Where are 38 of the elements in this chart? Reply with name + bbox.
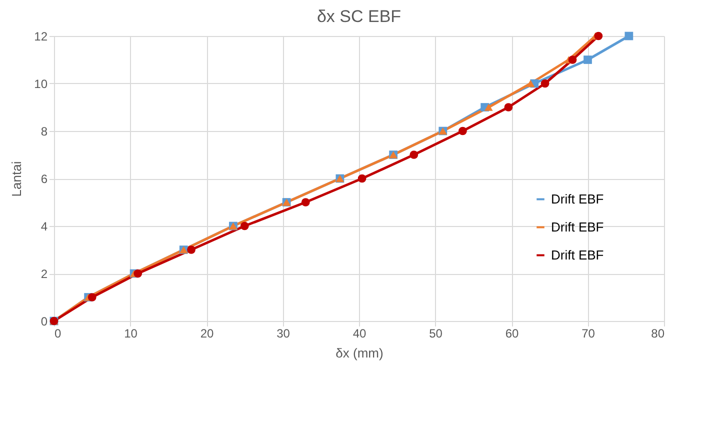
legend-label: Drift EBF: [551, 219, 604, 234]
x-tick-label: 40: [352, 326, 366, 340]
point: [410, 150, 418, 159]
point: [484, 104, 493, 111]
x-tick-label: 20: [200, 326, 214, 340]
x-tick-label: 30: [276, 326, 290, 340]
legend-label: Drift EBF: [551, 191, 604, 206]
chart-title: δx SC EBF: [316, 7, 402, 26]
x-tick-label: 70: [582, 326, 596, 340]
point: [584, 56, 592, 64]
point: [568, 56, 577, 64]
y-tick-label: 10: [34, 77, 48, 91]
x-tick-label: 60: [505, 326, 519, 340]
point: [301, 198, 310, 206]
x-tick-label: 0: [54, 326, 62, 340]
x-tick-label: 50: [429, 326, 443, 340]
legend-label: Drift EBF: [551, 247, 604, 262]
x-axis-title: δx (mm): [336, 346, 384, 360]
point: [187, 246, 196, 254]
point: [134, 269, 142, 278]
point: [458, 126, 467, 136]
y-tick-label: 0: [40, 314, 48, 328]
point: [540, 79, 550, 88]
point: [526, 80, 535, 88]
point: [504, 103, 513, 112]
x-tick-label: 10: [124, 326, 138, 340]
point: [358, 174, 366, 183]
point: [624, 32, 634, 40]
y-tick-label: 6: [40, 172, 48, 186]
y-tick-label: 4: [40, 220, 48, 234]
y-tick-label: 8: [40, 124, 48, 138]
point: [594, 32, 603, 40]
point: [88, 293, 96, 302]
point: [240, 222, 249, 230]
y-tick-label: 2: [40, 267, 48, 281]
y-axis-title: Lantai: [9, 161, 24, 197]
y-tick-label: 12: [34, 30, 48, 44]
x-tick-label: 80: [651, 326, 665, 340]
